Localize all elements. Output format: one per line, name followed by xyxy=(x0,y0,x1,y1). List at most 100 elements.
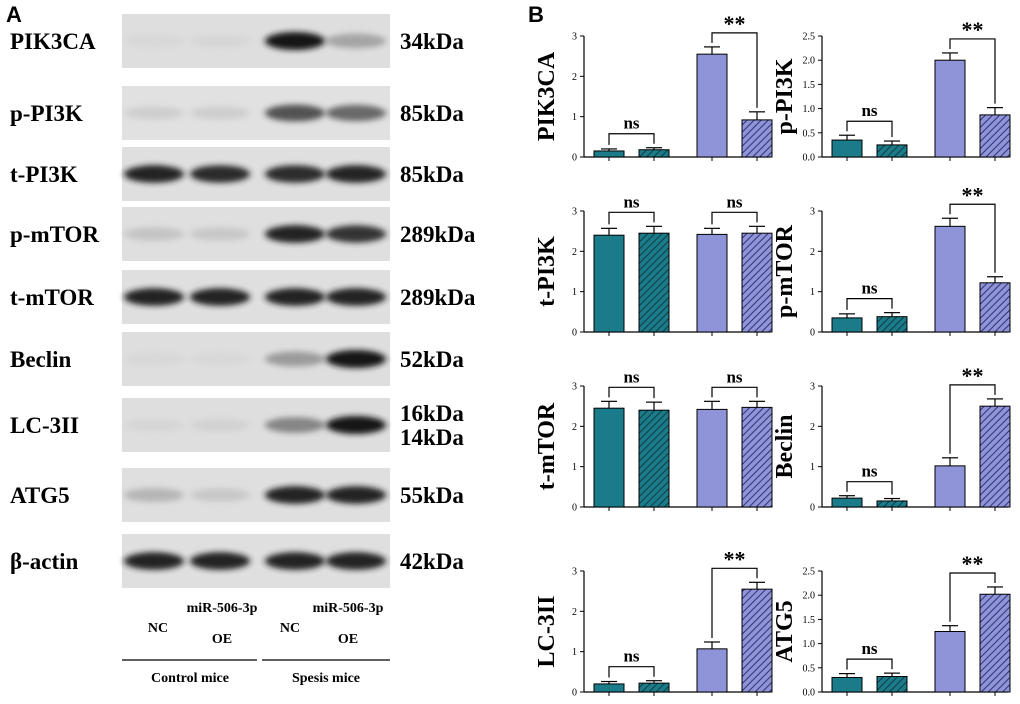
y-tick-label: 0 xyxy=(572,688,577,699)
y-tick-label: 0 xyxy=(810,328,815,339)
significance-label: ns xyxy=(726,192,742,211)
bar xyxy=(741,406,773,508)
y-tick-label: 3 xyxy=(810,382,815,393)
bar xyxy=(696,648,728,693)
significance-label: ** xyxy=(724,546,746,571)
significance-label: ** xyxy=(962,551,984,576)
protein-label: PIK3CA xyxy=(10,29,96,54)
significance-bracket xyxy=(846,658,893,670)
blot-band xyxy=(265,288,325,306)
bar xyxy=(979,593,1011,693)
lane-label: NC xyxy=(280,621,300,636)
blot-band xyxy=(124,165,184,183)
lane-label: OE xyxy=(338,632,358,647)
y-axis-label: Beclin xyxy=(772,415,798,479)
y-tick-label: 3 xyxy=(572,32,577,43)
kda-label: 289kDa xyxy=(400,222,476,247)
y-tick-label: 2 xyxy=(572,72,577,83)
significance-bracket xyxy=(846,481,893,495)
significance-bracket xyxy=(608,211,655,225)
blot-band xyxy=(190,552,250,570)
y-tick-label: 1 xyxy=(572,112,577,123)
bar-chart: t-mTOR 0 1 2 3 ns ns xyxy=(534,367,773,514)
y-tick-label: 2.0 xyxy=(803,591,816,602)
bar xyxy=(876,676,908,693)
blot-row: p-mTOR 289kDa xyxy=(10,207,476,261)
blot-band xyxy=(124,227,184,241)
blot-band xyxy=(265,417,325,433)
significance-label: ** xyxy=(962,182,984,207)
blot-band xyxy=(265,32,325,50)
bar xyxy=(876,144,908,158)
blot-band xyxy=(124,487,184,503)
blot-row: Beclin 52kDa xyxy=(10,332,464,386)
y-tick-label: 0.5 xyxy=(803,128,816,139)
y-tick-label: 1.0 xyxy=(803,104,816,115)
y-axis-label: PIK3CA xyxy=(534,51,560,141)
significance-bracket xyxy=(949,203,996,273)
blot-band xyxy=(326,104,386,122)
blot-band xyxy=(190,34,250,48)
significance-label: ns xyxy=(623,367,639,386)
western-blot-panel: PIK3CA 34kDa p-PI3K 85kDa t-PI3K 85kDa p-mTOR 2… xyxy=(10,14,476,686)
y-tick-label: 0 xyxy=(810,503,815,514)
bar-chart: t-PI3K 0 1 2 3 ns ns xyxy=(534,192,773,339)
blot-band xyxy=(265,104,325,122)
blot-band xyxy=(190,352,250,366)
y-tick-label: 1 xyxy=(572,647,577,658)
blot-band xyxy=(326,288,386,306)
y-tick-label: 2.5 xyxy=(803,567,816,578)
lane-label: miR-506-3p xyxy=(313,601,384,616)
significance-label: ns xyxy=(726,367,742,386)
protein-label: ATG5 xyxy=(10,483,70,508)
bar-chart: LC-3II 0 1 2 3 ns ** xyxy=(534,546,773,699)
significance-bracket xyxy=(846,120,893,138)
blot-band xyxy=(190,106,250,120)
kda-label: 52kDa xyxy=(400,347,464,372)
bar xyxy=(934,465,966,508)
blot-band xyxy=(124,352,184,366)
group-label: Spesis mice xyxy=(292,671,360,686)
significance-label: ** xyxy=(962,17,984,42)
y-tick-label: 2 xyxy=(810,422,815,433)
y-axis-label: LC-3II xyxy=(534,595,560,667)
bar xyxy=(979,282,1011,333)
blot-band xyxy=(265,225,325,243)
blot-row: t-mTOR 289kDa xyxy=(10,270,476,324)
y-axis-label: ATG5 xyxy=(772,600,798,662)
y-tick-label: 1.5 xyxy=(803,80,816,91)
significance-label: ns xyxy=(623,647,639,666)
bar-chart: p-PI3K 0.0 0.5 1.0 1.5 2.0 2.5 ns ** xyxy=(772,17,1011,164)
significance-label: ns xyxy=(861,101,877,120)
y-tick-label: 0.5 xyxy=(803,663,816,674)
y-tick-label: 0.0 xyxy=(803,153,816,164)
bar-chart: PIK3CA 0 1 2 3 ns ** xyxy=(534,11,773,164)
y-tick-label: 1 xyxy=(810,287,815,298)
significance-bracket xyxy=(846,298,893,310)
kda-label: 85kDa xyxy=(400,162,464,187)
blot-band xyxy=(326,165,386,183)
protein-label: LC-3II xyxy=(10,413,79,438)
bar xyxy=(831,317,863,333)
y-tick-label: 2.0 xyxy=(803,56,816,67)
bar xyxy=(979,114,1011,158)
bar xyxy=(876,500,908,508)
kda-label: 42kDa xyxy=(400,549,464,574)
y-tick-label: 1 xyxy=(572,287,577,298)
y-tick-label: 2 xyxy=(572,422,577,433)
bar xyxy=(876,316,908,333)
y-axis-label: p-PI3K xyxy=(772,58,798,134)
blot-band xyxy=(326,225,386,243)
protein-label: Beclin xyxy=(10,347,72,372)
protein-label: β-actin xyxy=(10,549,79,574)
significance-label: ns xyxy=(623,192,639,211)
y-tick-label: 3 xyxy=(572,382,577,393)
y-tick-label: 0 xyxy=(572,503,577,514)
bar xyxy=(638,232,670,333)
y-tick-label: 0 xyxy=(572,153,577,164)
y-tick-label: 3 xyxy=(572,567,577,578)
kda-label: 289kDa xyxy=(400,285,476,310)
protein-label: p-mTOR xyxy=(10,222,99,247)
blot-band xyxy=(326,416,386,434)
